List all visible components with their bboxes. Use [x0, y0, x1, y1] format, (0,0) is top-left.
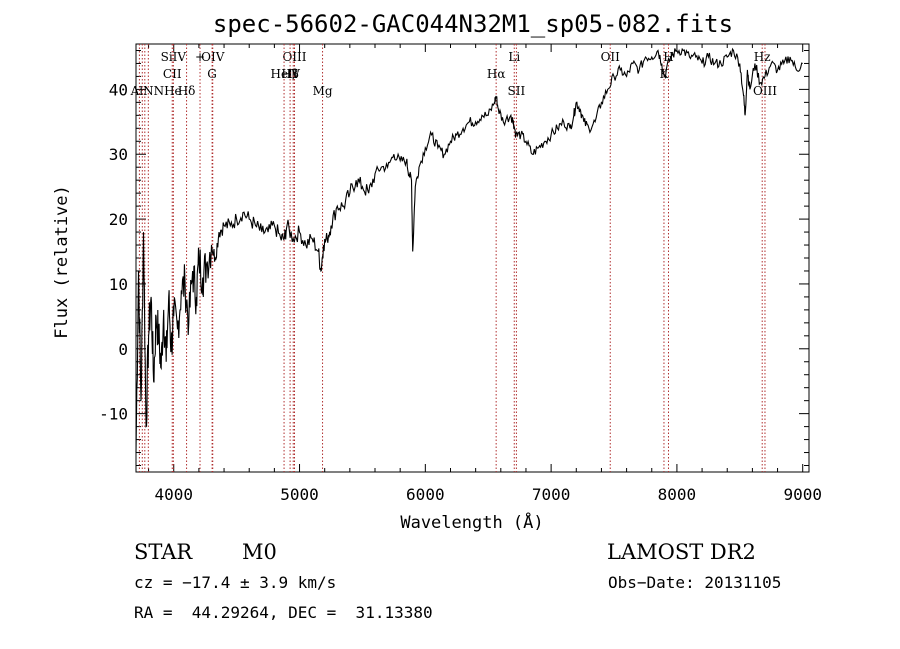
y-tick-label: 20	[109, 210, 128, 229]
line-marker-label: OII	[601, 50, 621, 64]
object-subclass: M0	[242, 540, 277, 564]
line-marker-label: Mg	[313, 84, 333, 98]
line-marker-label: OIV	[201, 50, 225, 64]
line-marker-label: Hδ	[178, 84, 196, 98]
line-marker-label: OIII	[753, 84, 777, 98]
x-tick-label: 5000	[280, 485, 319, 504]
y-tick-label: 10	[109, 275, 128, 294]
line-marker-label: AlNNHe	[130, 84, 182, 98]
y-tick-label: 30	[109, 145, 128, 164]
coordinates: RA = 44.29264, DEC = 31.13380	[134, 603, 433, 622]
line-marker-label: SiIV	[161, 50, 187, 64]
y-tick-label: 0	[118, 340, 128, 359]
x-tick-label: 4000	[154, 485, 193, 504]
redshift-line: cz = −17.4 ± 3.9 km/s	[134, 573, 337, 592]
x-tick-label: 9000	[783, 485, 822, 504]
object-class: STAR	[134, 540, 193, 564]
line-marker-label: CII	[163, 67, 182, 81]
emission-line-markers: CIISiIVHδ+OIVGOIIIHeIIHβIVMgHαLiSIIOIIKH…	[130, 44, 777, 472]
line-marker-label: HeII	[271, 67, 298, 81]
spectrum-series	[135, 47, 803, 453]
x-axis-label: Wavelength (Å)	[400, 511, 543, 533]
survey-name: LAMOST DR2	[607, 540, 756, 564]
line-marker-label: G	[207, 67, 217, 81]
line-marker-label: +	[195, 50, 205, 64]
line-marker-label: IV	[287, 67, 301, 81]
line-marker-label: Hβ	[281, 67, 298, 81]
y-tick-label: 40	[109, 80, 128, 99]
x-tick-label: 8000	[658, 485, 697, 504]
line-marker-label: SII	[508, 84, 526, 98]
axes: 4000 5000 6000 7000 8000 9000 -10 0 10 20 30 40	[99, 43, 822, 504]
x-tick-label: 6000	[406, 485, 445, 504]
spectrum-line	[135, 47, 803, 453]
observation-date: Obs−Date: 20131105	[608, 573, 782, 592]
line-marker-label: H	[663, 50, 673, 64]
x-tick-label: 7000	[532, 485, 571, 504]
line-marker-label: OIII	[282, 50, 306, 64]
line-marker-label: Hz	[754, 50, 771, 64]
y-tick-label: -10	[99, 405, 128, 424]
chart-title: spec-56602-GAC044N32M1_sp05-082.fits	[213, 10, 733, 38]
line-marker-label: Hα	[487, 67, 506, 81]
line-marker-label: Li	[508, 50, 520, 64]
plot-frame	[135, 43, 810, 473]
y-axis-label: Flux (relative)	[52, 185, 72, 339]
line-marker-label: K	[659, 67, 669, 81]
